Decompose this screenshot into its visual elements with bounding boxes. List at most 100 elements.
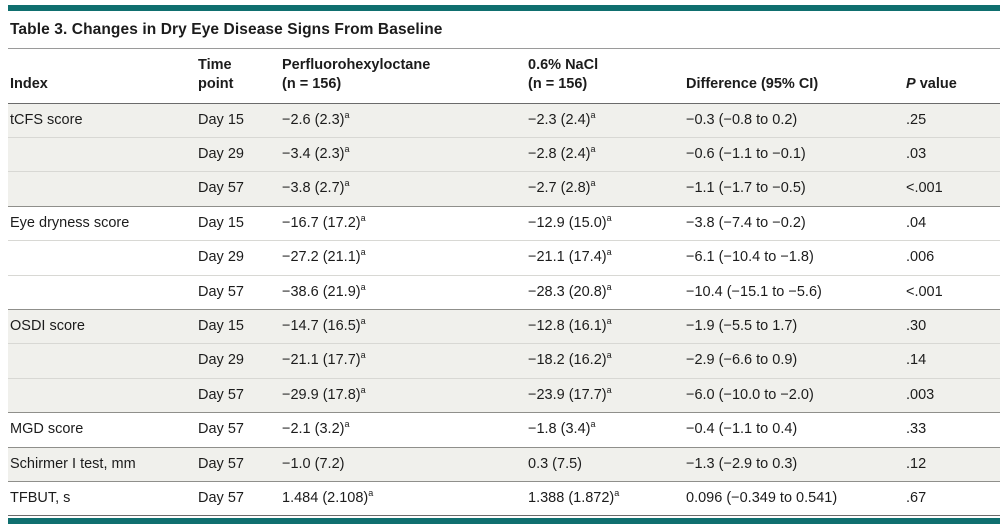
cell-perfluorohexyloctane-value: −3.4 (2.3)a bbox=[280, 137, 526, 172]
cell-time-point: Day 15 bbox=[196, 205, 280, 241]
cell-perfluorohexyloctane-value: −3.8 (2.7)a bbox=[280, 171, 526, 207]
footnote-marker: a bbox=[344, 109, 350, 120]
cell-nacl-value: −2.8 (2.4)a bbox=[526, 137, 684, 172]
cell-difference: −1.1 (−1.7 to −0.5) bbox=[684, 171, 904, 207]
header-label: point bbox=[198, 75, 234, 92]
cell-nacl-value: −2.3 (2.4)a bbox=[528, 109, 596, 128]
footnote-marker: a bbox=[344, 144, 350, 155]
col-header-index: Index bbox=[8, 49, 196, 104]
table-body: tCFS score Day 15 −2.6 (2.3)a −2.3 (2.4)a −0… bbox=[8, 103, 1000, 516]
footnote-marker: a bbox=[606, 316, 612, 327]
header-label: Difference (95% CI) bbox=[686, 75, 819, 92]
cell-p-value: .14 bbox=[904, 343, 1000, 379]
cell-p-value: .33 bbox=[904, 412, 1000, 448]
header-label: Time bbox=[198, 57, 232, 73]
footnote-marker: a bbox=[368, 488, 374, 499]
header-label: Perfluorohexyloctane bbox=[282, 57, 431, 73]
table-row: Schirmer I test, mm Day 57 −1.0 (7.2) 0.3 (… bbox=[8, 446, 1000, 482]
cell-time-point: Day 57 bbox=[196, 274, 280, 310]
cell-index: OSDI score bbox=[8, 309, 196, 344]
footnote-marker: a bbox=[606, 247, 612, 258]
table-row: tCFS score Day 15 −2.6 (2.3)a −2.3 (2.4)a −0… bbox=[8, 103, 1000, 138]
cell-index bbox=[8, 274, 196, 310]
cell-nacl-value: −21.1 (17.4)a bbox=[526, 240, 684, 276]
bottom-accent-bar bbox=[8, 518, 1000, 524]
cell-index bbox=[8, 137, 196, 172]
footnote-marker: a bbox=[360, 384, 366, 395]
cell-difference: −0.4 (−1.1 to 0.4) bbox=[684, 412, 904, 448]
cell-nacl-value: 0.3 (7.5) bbox=[526, 446, 684, 482]
cell-difference: −0.6 (−1.1 to −0.1) bbox=[684, 137, 904, 172]
table-row: Day 57 −38.6 (21.9)a −28.3 (20.8)a −10.4 (−… bbox=[8, 274, 1000, 310]
cell-time-point: Day 29 bbox=[196, 137, 280, 172]
cell-time-point: Day 57 bbox=[196, 377, 280, 413]
footnote-marker: a bbox=[590, 144, 596, 155]
cell-nacl-value: −12.9 (15.0)a bbox=[526, 205, 684, 241]
cell-perfluorohexyloctane-value: −1.0 (7.2) bbox=[280, 446, 526, 482]
cell-perfluorohexyloctane-value: 1.484 (2.108)a bbox=[280, 480, 526, 516]
cell-nacl-value: −1.8 (3.4)a bbox=[526, 412, 684, 448]
cell-index: tCFS score bbox=[10, 111, 83, 128]
cell-p-value: .30 bbox=[904, 309, 1000, 344]
data-table: Index Time point Perfluorohexyloctane (n… bbox=[8, 49, 1000, 517]
cell-difference: −0.3 (−0.8 to 0.2) bbox=[686, 111, 798, 128]
cell-p-value: <.001 bbox=[904, 274, 1000, 310]
cell-time-point: Day 57 bbox=[196, 446, 280, 482]
table-title: Table 3. Changes in Dry Eye Disease Sign… bbox=[8, 11, 1000, 49]
cell-index: Schirmer I test, mm bbox=[8, 446, 196, 482]
cell-difference: −2.9 (−6.6 to 0.9) bbox=[684, 343, 904, 379]
cell-time-point: Day 57 bbox=[196, 480, 280, 516]
footnote-marker: a bbox=[344, 178, 350, 189]
cell-perfluorohexyloctane-value: −2.6 (2.3)a bbox=[282, 109, 350, 128]
table-row: TFBUT, s Day 57 1.484 (2.108)a 1.388 (1.872… bbox=[8, 480, 1000, 516]
cell-time-point: Day 29 bbox=[196, 343, 280, 379]
cell-nacl-value: −12.8 (16.1)a bbox=[526, 309, 684, 344]
cell-index: MGD score bbox=[8, 412, 196, 448]
footnote-marker: a bbox=[590, 178, 596, 189]
cell-p-value: .12 bbox=[904, 446, 1000, 482]
footnote-marker: a bbox=[590, 109, 596, 120]
cell-difference: −10.4 (−15.1 to −5.6) bbox=[684, 274, 904, 310]
cell-perfluorohexyloctane-value: −29.9 (17.8)a bbox=[280, 377, 526, 413]
header-label: value bbox=[919, 75, 957, 92]
cell-index: TFBUT, s bbox=[8, 480, 196, 516]
header-label: (n = 156) bbox=[282, 75, 342, 92]
table-row: Day 29 −21.1 (17.7)a −18.2 (16.2)a −2.9 (−6… bbox=[8, 343, 1000, 379]
footnote-marker: a bbox=[614, 488, 620, 499]
footnote-marker: a bbox=[360, 350, 366, 361]
cell-time-point: Day 57 bbox=[196, 171, 280, 207]
cell-difference: −6.0 (−10.0 to −2.0) bbox=[684, 377, 904, 413]
cell-nacl-value: −2.7 (2.8)a bbox=[526, 171, 684, 207]
cell-difference: −1.9 (−5.5 to 1.7) bbox=[684, 309, 904, 344]
cell-difference: −3.8 (−7.4 to −0.2) bbox=[684, 205, 904, 241]
footnote-marker: a bbox=[590, 419, 596, 430]
col-header-nacl: 0.6% NaCl (n = 156) bbox=[526, 49, 684, 104]
footnote-marker: a bbox=[360, 247, 366, 258]
table-row: Day 29 −3.4 (2.3)a −2.8 (2.4)a −0.6 (−1.1 t… bbox=[8, 137, 1000, 172]
cell-p-value: .03 bbox=[904, 137, 1000, 172]
cell-index bbox=[8, 240, 196, 276]
table-row: OSDI score Day 15 −14.7 (16.5)a −12.8 (16.1… bbox=[8, 309, 1000, 344]
cell-perfluorohexyloctane-value: −2.1 (3.2)a bbox=[280, 412, 526, 448]
footnote-marker: a bbox=[360, 316, 366, 327]
cell-nacl-value: 1.388 (1.872)a bbox=[526, 480, 684, 516]
cell-perfluorohexyloctane-value: −38.6 (21.9)a bbox=[280, 274, 526, 310]
cell-p-value: .67 bbox=[904, 480, 1000, 516]
header-row: Index Time point Perfluorohexyloctane (n… bbox=[8, 49, 1000, 104]
top-accent-bar bbox=[8, 5, 1000, 11]
footnote-marker: a bbox=[344, 419, 350, 430]
cell-nacl-value: −23.9 (17.7)a bbox=[526, 377, 684, 413]
header-label: 0.6% NaCl bbox=[528, 57, 599, 73]
table-row: Day 57 −29.9 (17.8)a −23.9 (17.7)a −6.0 (−1… bbox=[8, 377, 1000, 413]
cell-time-point: Day 15 bbox=[196, 309, 280, 344]
col-header-perfluorohexyloctane: Perfluorohexyloctane (n = 156) bbox=[280, 49, 526, 104]
cell-time-point: Day 29 bbox=[196, 240, 280, 276]
cell-perfluorohexyloctane-value: −27.2 (21.1)a bbox=[280, 240, 526, 276]
col-header-time-point: Time point bbox=[196, 49, 280, 104]
cell-p-value: .25 bbox=[906, 111, 927, 128]
header-label: Index bbox=[10, 75, 48, 92]
cell-perfluorohexyloctane-value: −16.7 (17.2)a bbox=[280, 205, 526, 241]
cell-nacl-value: −28.3 (20.8)a bbox=[526, 274, 684, 310]
footnote-marker: a bbox=[360, 281, 366, 292]
